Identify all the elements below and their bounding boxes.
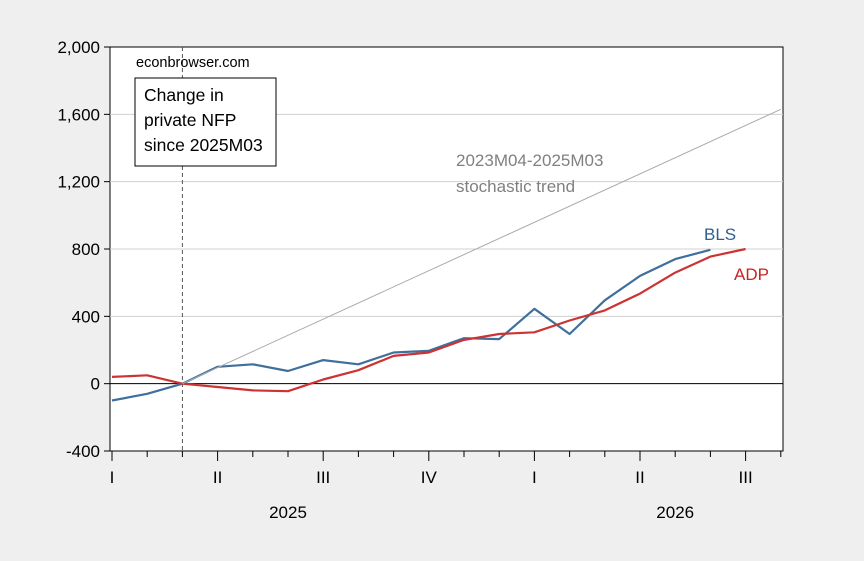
trend-line — [182, 108, 782, 385]
y-tick-label: 1,200 — [57, 173, 100, 192]
x-quarter-label: III — [316, 468, 330, 487]
y-tick-label: 1,600 — [57, 105, 100, 124]
x-year-label: 2026 — [656, 503, 694, 522]
trend-label-line-2: stochastic trend — [456, 177, 575, 196]
y-tick-label: 400 — [72, 307, 100, 326]
x-quarter-label: IV — [421, 468, 438, 487]
y-axis: 2,000 1,600 1,200 800 400 0 -400 — [57, 38, 110, 461]
x-quarter-label: I — [532, 468, 537, 487]
description-line-2: private NFP — [144, 110, 236, 130]
x-quarter-label: II — [213, 468, 222, 487]
x-quarter-label: I — [110, 468, 115, 487]
adp-series-label: ADP — [734, 265, 769, 284]
adp-line — [111, 247, 746, 393]
y-tick-label: 2,000 — [57, 38, 100, 57]
y-tick-label: -400 — [66, 442, 100, 461]
description-box — [134, 77, 277, 167]
y-tick-label: 800 — [72, 240, 100, 259]
trend-label-line-1: 2023M04-2025M03 — [456, 151, 603, 170]
x-quarter-label: II — [635, 468, 644, 487]
description-line-1: Change in — [144, 85, 224, 105]
bls-series-label: BLS — [704, 225, 736, 244]
source-label: econbrowser.com — [136, 55, 250, 71]
x-year-label: 2025 — [269, 503, 307, 522]
bls-line — [111, 248, 711, 402]
series-lines — [111, 108, 782, 402]
x-quarter-label: III — [739, 468, 753, 487]
description-line-3: since 2025M03 — [144, 135, 263, 155]
y-tick-label: 0 — [91, 375, 100, 394]
